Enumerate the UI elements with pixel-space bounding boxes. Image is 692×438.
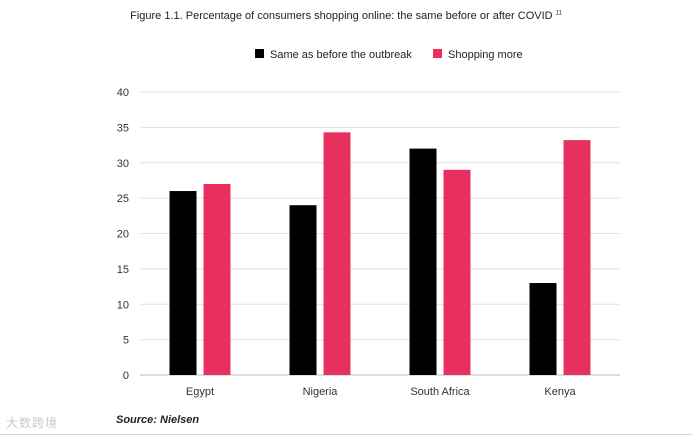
y-tick-label: 10 [117, 299, 129, 311]
x-axis-ticks: Egypt Nigeria South Africa Kenya [186, 386, 577, 398]
y-tick-label: 0 [123, 370, 129, 382]
y-tick-label: 30 [117, 158, 129, 170]
figure-title-text: Figure 1.1. Percentage of consumers shop… [130, 10, 553, 22]
source-note: Source: Nielsen [116, 414, 200, 426]
x-tick-label: South Africa [410, 386, 470, 398]
bar-more-kenya [563, 140, 591, 375]
y-tick-label: 25 [117, 193, 129, 205]
bar-same-south-africa [409, 148, 437, 375]
bar-same-egypt [169, 191, 197, 375]
y-tick-label: 40 [117, 87, 129, 99]
x-tick-label: Egypt [186, 386, 214, 398]
y-tick-label: 35 [117, 122, 129, 134]
y-tick-label: 20 [117, 229, 129, 241]
bottom-edge-line [0, 434, 692, 435]
bar-same-kenya [529, 283, 557, 375]
bar-more-nigeria [323, 132, 351, 375]
y-tick-label: 5 [123, 335, 129, 347]
bar-chart: 0 5 10 15 20 25 30 35 40 Egypt Nigeria South Afric… [117, 49, 620, 398]
watermark: 大数跨境 [6, 416, 59, 430]
y-axis-ticks: 0 5 10 15 20 25 30 35 40 [117, 87, 129, 382]
figure-title-superscript: 11 [555, 10, 562, 17]
figure-title: Figure 1.1. Percentage of consumers shop… [0, 10, 692, 22]
bar-more-south-africa [443, 169, 471, 375]
y-tick-label: 15 [117, 264, 129, 276]
bar-more-egypt [203, 183, 231, 375]
legend-swatch-more [433, 49, 442, 58]
legend-label-more: Shopping more [448, 49, 523, 61]
bar-same-nigeria [289, 205, 317, 375]
legend-swatch-same [255, 49, 264, 58]
bars [169, 132, 591, 375]
legend: Same as before the outbreak Shopping mor… [255, 49, 523, 61]
x-tick-label: Kenya [544, 386, 576, 398]
legend-label-same: Same as before the outbreak [270, 49, 412, 61]
x-tick-label: Nigeria [303, 386, 339, 398]
